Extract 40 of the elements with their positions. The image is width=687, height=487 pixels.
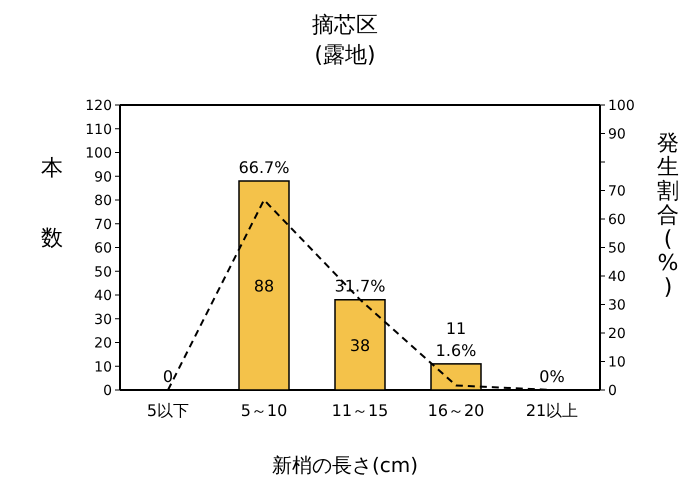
- x-tick-label: 21以上: [526, 401, 578, 420]
- data-label: 0%: [539, 367, 565, 386]
- y-tick-label: 50: [94, 264, 112, 280]
- x-tick-label: 5以下: [146, 401, 190, 420]
- y-tick-label: 100: [85, 146, 112, 162]
- x-axis-title: 新梢の長さ(cm): [272, 453, 418, 477]
- chart-title: 摘芯区: [312, 13, 378, 38]
- x-tick-label: 11～15: [332, 401, 388, 420]
- y2-tick-label: 10: [608, 354, 626, 370]
- y-tick-label: 30: [94, 312, 112, 328]
- y-tick-label: 60: [94, 240, 112, 256]
- y2-tick-label: 90: [608, 126, 626, 142]
- y-tick-label: 10: [94, 359, 112, 376]
- data-label: 66.7%: [238, 158, 290, 177]
- data-label: 38: [350, 336, 370, 355]
- y2-tick-label: 50: [608, 240, 626, 256]
- y-tick-label: 20: [94, 336, 112, 352]
- y-tick-label: 40: [94, 288, 112, 304]
- x-tick-label: 5～10: [240, 401, 288, 420]
- y-tick-label: 0: [103, 383, 112, 399]
- y2-tick-label: 60: [608, 212, 626, 228]
- y-tick-label: 80: [94, 193, 112, 209]
- y2-tick-label: 40: [608, 269, 626, 285]
- y2-tick-label: 100: [608, 98, 635, 114]
- data-label: 1.6%: [436, 340, 476, 360]
- data-label: 0: [162, 367, 174, 386]
- data-label: 11: [446, 318, 466, 338]
- y2-tick-label: 20: [608, 326, 626, 342]
- y-tick-label: 110: [85, 122, 112, 138]
- x-tick-label: 16～20: [428, 401, 484, 420]
- text: 本数: [41, 156, 63, 251]
- data-label: 88: [254, 276, 274, 296]
- y2-tick-label: 30: [608, 298, 626, 314]
- y-tick-label: 90: [94, 169, 112, 186]
- chart-subtitle: (露地): [314, 43, 376, 68]
- y2-axis-title: 発生割合(%): [657, 131, 679, 300]
- y2-tick-label: 70: [608, 184, 626, 200]
- y-tick-label: 120: [85, 98, 112, 114]
- y-tick-label: 70: [94, 216, 112, 233]
- y2-tick-label: 0: [608, 383, 617, 399]
